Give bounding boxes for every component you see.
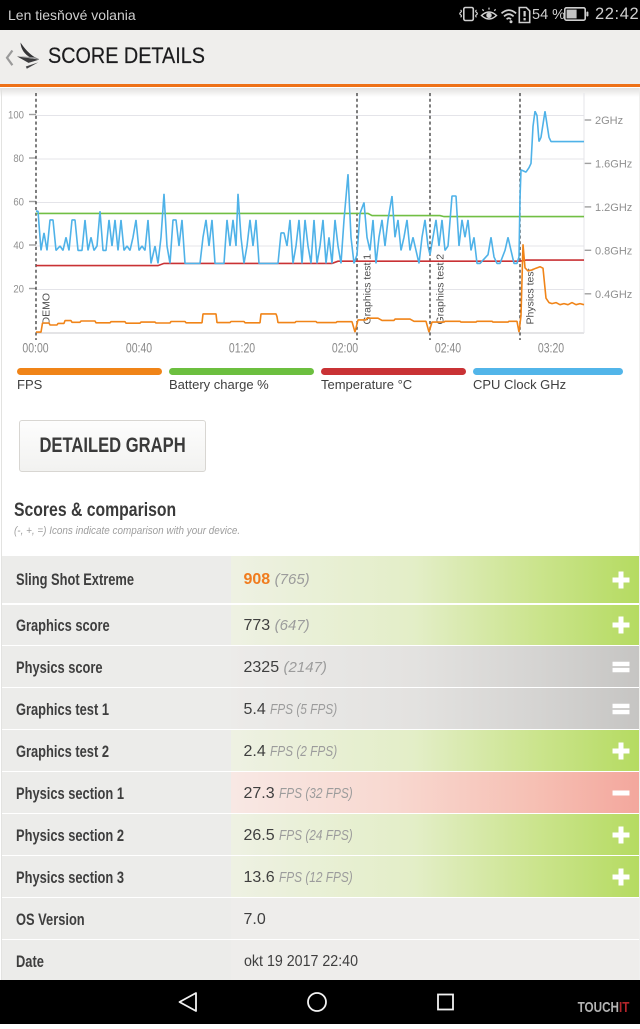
svg-text:Graphics test 1: Graphics test 1 <box>362 254 374 325</box>
svg-text:DEMO: DEMO <box>41 293 53 325</box>
svg-text:Graphics test 2: Graphics test 2 <box>435 254 447 325</box>
svg-text:0.4GHz: 0.4GHz <box>595 289 632 301</box>
svg-text:100: 100 <box>8 110 24 122</box>
svg-text:20: 20 <box>13 284 24 296</box>
svg-text:40: 40 <box>13 240 24 252</box>
svg-text:00:00: 00:00 <box>22 340 48 356</box>
svg-text:00:40: 00:40 <box>126 340 152 356</box>
svg-text:Physics test: Physics test <box>525 268 537 324</box>
svg-text:1.6GHz: 1.6GHz <box>595 158 632 170</box>
svg-text:1.2GHz: 1.2GHz <box>595 202 632 214</box>
svg-text:02:40: 02:40 <box>435 340 461 356</box>
svg-text:60: 60 <box>13 197 24 209</box>
svg-text:80: 80 <box>13 153 24 165</box>
svg-text:0.8GHz: 0.8GHz <box>595 245 632 257</box>
svg-text:02:00: 02:00 <box>332 340 358 356</box>
svg-text:03:20: 03:20 <box>538 340 564 356</box>
svg-text:01:20: 01:20 <box>229 340 255 356</box>
svg-text:2GHz: 2GHz <box>595 115 623 127</box>
